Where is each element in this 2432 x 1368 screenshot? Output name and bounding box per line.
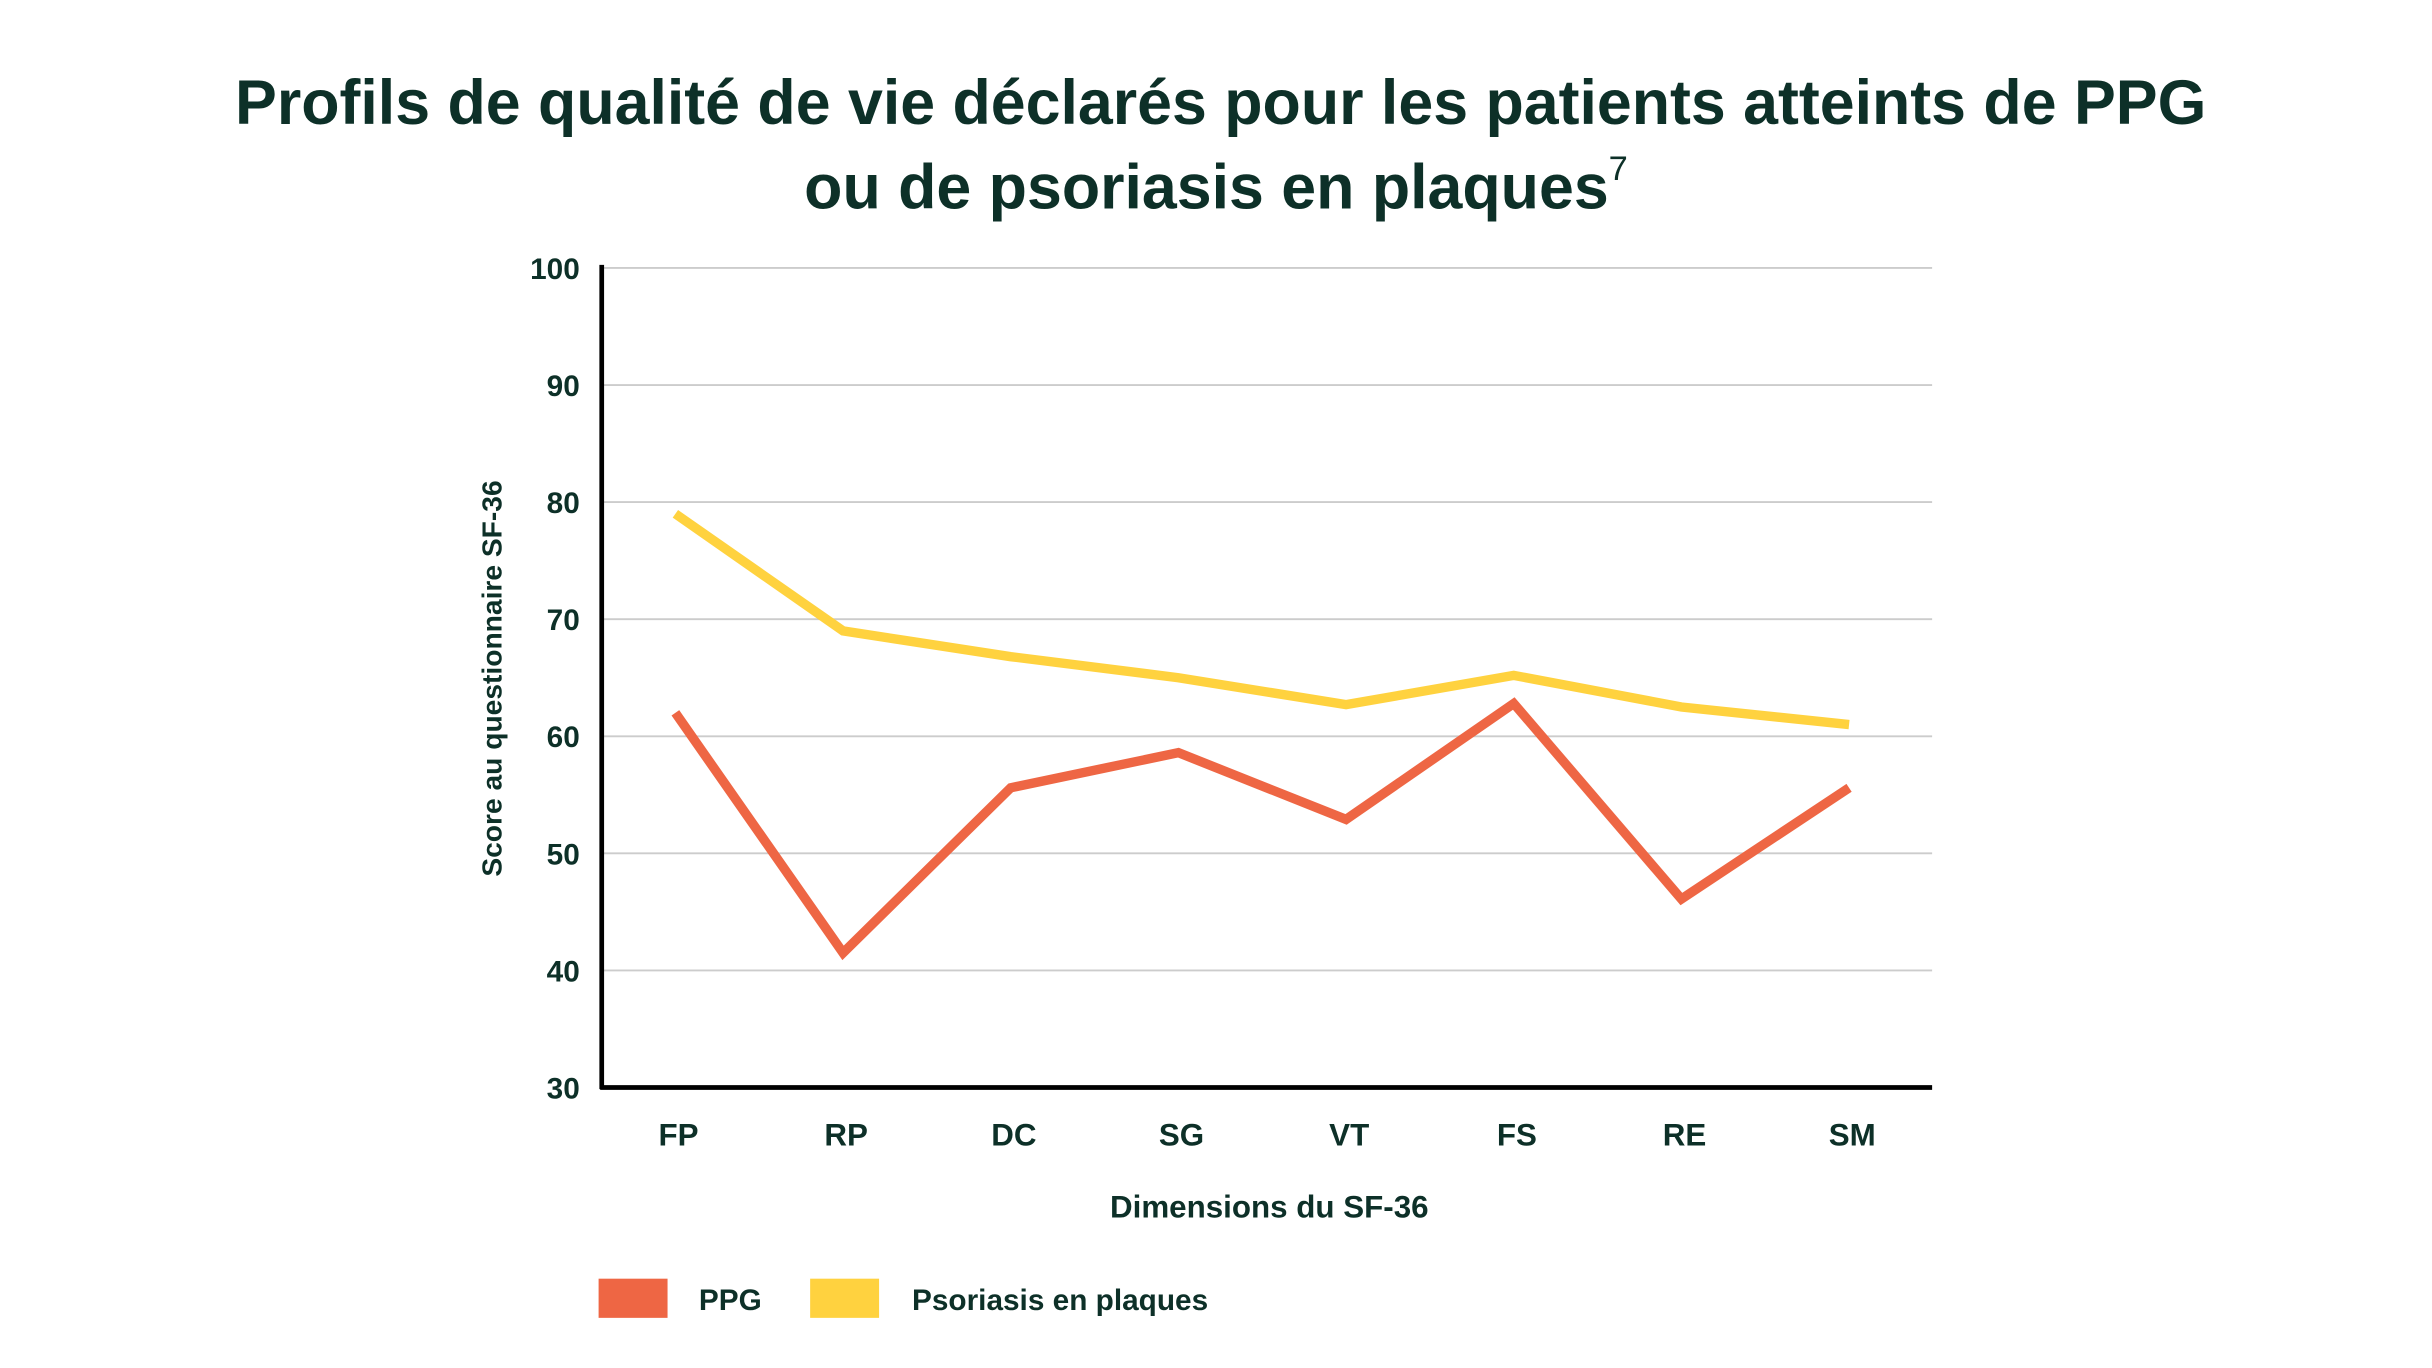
x-axis-label: Dimensions du SF-36 — [1110, 1190, 1429, 1225]
y-tick-label: 40 — [547, 955, 580, 988]
x-tick-label: DC — [991, 1117, 1036, 1152]
legend-label: PPG — [699, 1284, 762, 1317]
x-tick-labels: FP RP DC SG VT FS RE SM — [658, 1117, 1875, 1152]
y-tick-label: 50 — [547, 838, 580, 871]
x-tick-label: FS — [1497, 1117, 1537, 1152]
x-tick-label: RE — [1663, 1117, 1707, 1152]
legend-item: PPG — [598, 1278, 762, 1318]
y-tick-label: 90 — [547, 370, 580, 403]
y-tick-label: 80 — [547, 487, 580, 520]
y-tick-labels: 30 40 50 60 70 80 90 100 — [530, 253, 580, 1106]
legend-item: Psoriasis en plaques — [810, 1278, 1208, 1318]
x-tick-label: RP — [824, 1117, 868, 1152]
x-tick-label: SG — [1159, 1117, 1204, 1152]
y-tick-label: 60 — [547, 721, 580, 754]
x-tick-label: FP — [658, 1117, 698, 1152]
x-tick-label: SM — [1829, 1117, 1876, 1152]
x-tick-label: VT — [1329, 1117, 1369, 1152]
legend-swatch — [810, 1278, 880, 1318]
y-axis-label: Score au questionnaire SF-36 — [475, 480, 507, 876]
legend: PPG Psoriasis en plaques — [598, 1278, 1208, 1318]
legend-swatch — [598, 1278, 668, 1318]
legend-label: Psoriasis en plaques — [912, 1284, 1208, 1317]
chart-title-line2: ou de psoriasis en plaques7 — [804, 150, 1628, 222]
chart-title: Profils de qualité de vie déclarés pour … — [235, 68, 2206, 138]
series-line — [672, 509, 1850, 730]
series-lines — [671, 509, 1852, 961]
y-tick-label: 70 — [547, 604, 580, 637]
title-superscript: 7 — [1609, 150, 1628, 188]
y-tick-label: 100 — [530, 253, 580, 286]
y-tick-label: 30 — [547, 1072, 580, 1105]
series-line — [671, 697, 1852, 961]
